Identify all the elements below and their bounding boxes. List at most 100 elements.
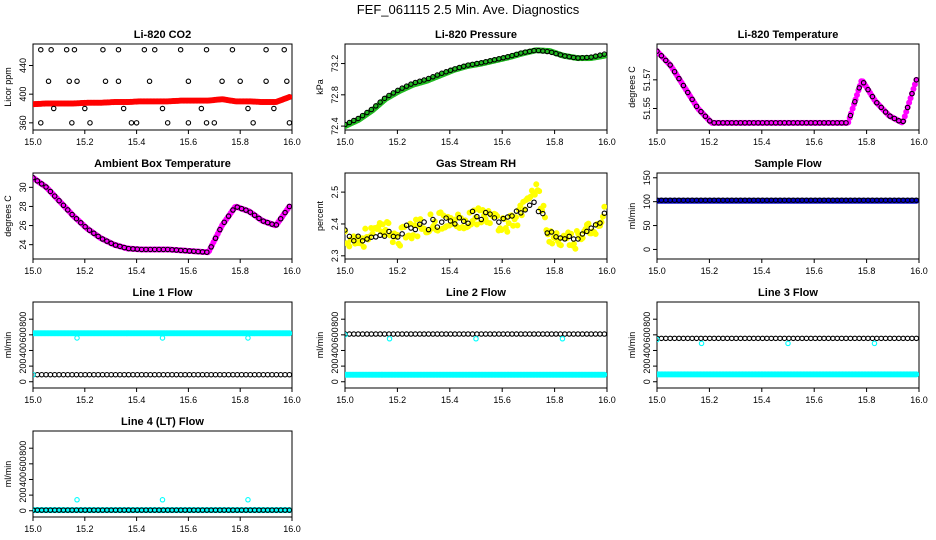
data-point-avg (878, 104, 884, 111)
data-point-avg (260, 371, 267, 378)
x-tick-label: 16.0 (283, 266, 301, 276)
data-point-avg (803, 335, 810, 342)
data-point-avg (733, 335, 739, 342)
data-point-avg (702, 113, 709, 120)
y-tick-label: 50 (642, 221, 652, 231)
data-point-outliers (271, 105, 277, 112)
data-point-avg (355, 331, 361, 337)
x-tick-label: 15.4 (128, 395, 146, 405)
data-point-avg (737, 335, 744, 342)
data-point-avg (891, 115, 898, 122)
data-point-avg (504, 331, 511, 337)
y-axis-label: degrees C (627, 66, 637, 108)
data-point-avg (474, 331, 480, 337)
data-point-fill (286, 330, 292, 337)
data-point-avg (579, 331, 586, 337)
y-tick-label: 0 (18, 379, 28, 384)
data-point-avg (460, 218, 467, 225)
data-point-fill (479, 207, 486, 214)
data-point-dips (657, 336, 660, 343)
data-point-fill (514, 222, 521, 229)
data-point-avg (125, 371, 132, 378)
data-point-avg (164, 371, 171, 378)
x-tick-label: 15.2 (76, 395, 94, 405)
data-point-outliers (102, 78, 109, 85)
data-point-avg (562, 331, 568, 337)
data-point-avg (243, 207, 249, 213)
data-point-avg (786, 335, 792, 342)
data-point-avg (522, 331, 528, 337)
data-point-fill (601, 203, 607, 210)
data-point-avg (887, 113, 893, 119)
data-point-avg (526, 331, 533, 337)
data-point-avg (742, 335, 748, 342)
data-point-avg (487, 211, 493, 217)
data-point-avg (671, 68, 678, 75)
data-point-avg (909, 335, 915, 342)
data-point-outliers (159, 105, 166, 112)
y-tick-label: 0 (642, 247, 652, 252)
data-point-avg (535, 208, 542, 215)
y-tick-label: 800 (330, 312, 340, 327)
data-point-avg (38, 371, 45, 378)
data-point-avg (355, 115, 361, 122)
data-point-outliers (203, 120, 210, 126)
data-point-avg (808, 335, 814, 342)
data-point-avg (355, 233, 361, 239)
data-point-avg (412, 226, 419, 233)
data-point-avg (368, 331, 375, 337)
data-point-outliers (151, 46, 158, 53)
data-point-avg (847, 335, 854, 342)
data-point-avg (548, 331, 555, 337)
data-point-avg (794, 335, 801, 342)
y-axis-label: ml/min (627, 332, 637, 359)
x-tick-label: 15.8 (858, 395, 876, 405)
data-points (345, 47, 607, 130)
data-point-avg (403, 331, 410, 337)
data-point-avg (377, 331, 383, 337)
data-point-avg (364, 109, 370, 116)
data-point-dips (698, 340, 705, 347)
y-tick-label: 200 (330, 359, 340, 374)
data-point-avg (478, 331, 485, 337)
data-point-avg (346, 119, 353, 126)
data-point-avg (51, 193, 58, 199)
data-point-avg (680, 335, 687, 342)
x-tick-label: 15.6 (180, 137, 198, 147)
data-point-avg (913, 335, 919, 342)
data-point-avg (251, 212, 258, 219)
data-point-avg (720, 335, 726, 342)
data-point-avg (108, 240, 114, 247)
data-point-avg (430, 74, 436, 80)
data-point-avg (221, 219, 227, 226)
chart-title: Li-820 CO2 (134, 29, 191, 41)
x-tick-label: 15.0 (24, 395, 42, 405)
data-point-avg (566, 331, 572, 337)
data-point-avg (896, 335, 902, 342)
data-point-avg (707, 335, 713, 342)
y-tick-label: 600 (18, 456, 28, 471)
data-point-avg (86, 371, 93, 378)
data-point-avg (601, 210, 607, 216)
data-point-avg (676, 75, 682, 82)
x-tick-label: 16.0 (910, 137, 928, 147)
data-point-avg (865, 335, 871, 342)
panel-line-4-lt-flow: Line 4 (LT) Flow ml/min 15.0 15.2 15.4 15.6 15… (3, 416, 301, 534)
data-point-avg (557, 331, 564, 337)
data-point-avg (680, 82, 687, 89)
data-point-avg (345, 227, 348, 233)
data-point-avg (667, 62, 673, 68)
data-point-avg (869, 93, 876, 100)
y-tick-label: 800 (642, 312, 652, 327)
data-point-avg (812, 335, 819, 342)
data-point-avg (865, 86, 871, 93)
data-point-avg (584, 331, 590, 337)
data-point-avg (56, 371, 62, 378)
plot-frame (32, 430, 293, 518)
data-point-avg (359, 112, 366, 119)
data-point-avg (65, 371, 71, 378)
data-point-avg (82, 371, 88, 378)
data-point-avg (373, 234, 379, 240)
data-point-avg (412, 331, 419, 337)
data-point-avg (584, 228, 590, 235)
